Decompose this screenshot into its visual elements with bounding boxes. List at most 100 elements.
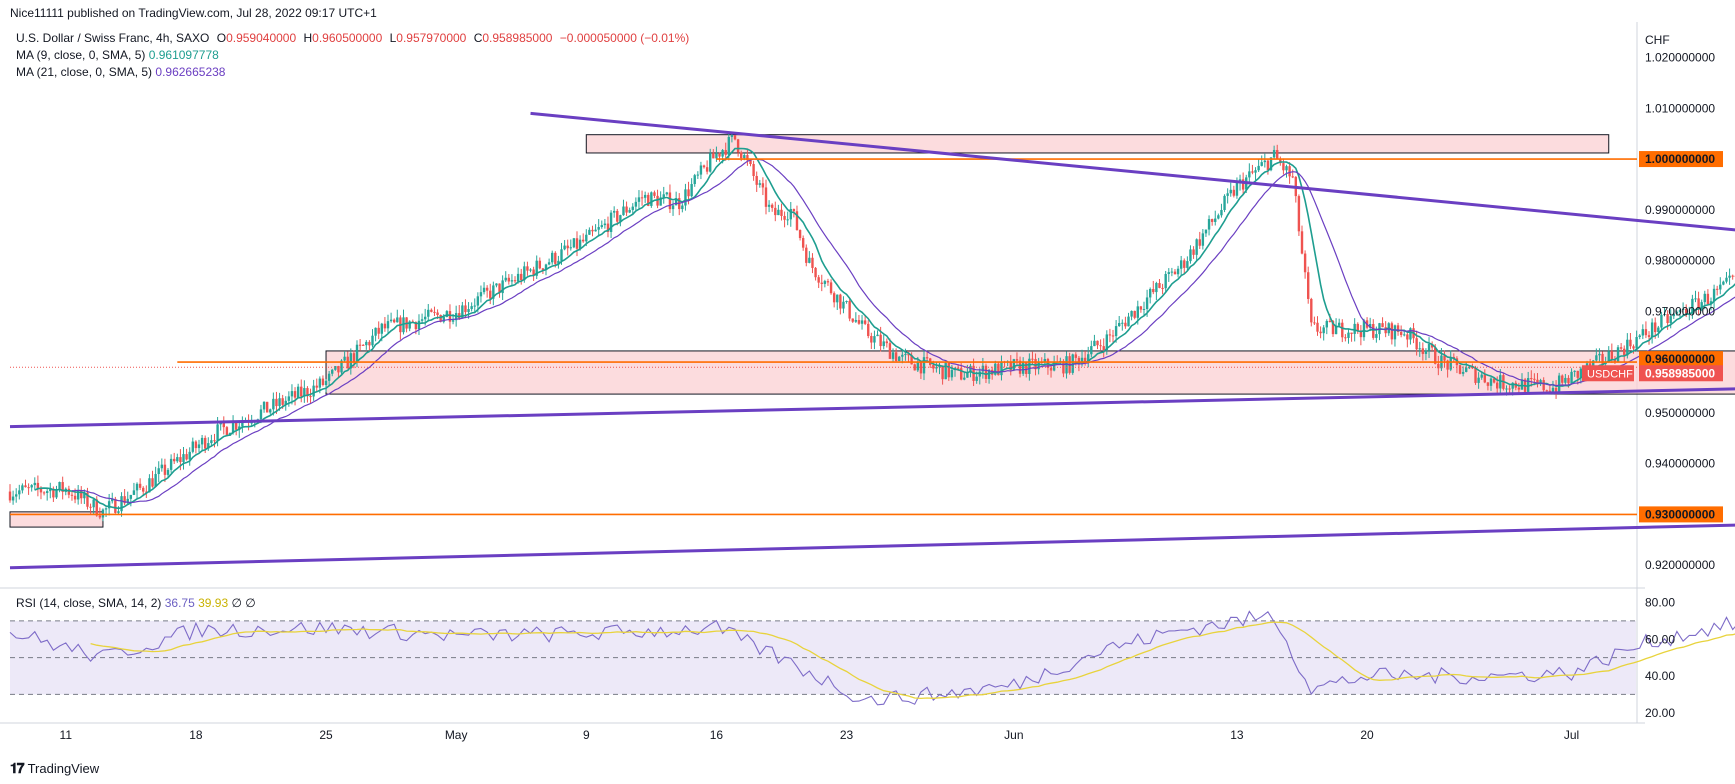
candle-body	[609, 212, 613, 232]
candle-body	[501, 280, 504, 294]
rsi-legend: RSI (14, close, SMA, 14, 2) 36.75 39.93 …	[16, 596, 256, 610]
candle-body	[383, 323, 387, 329]
candle-body	[1251, 171, 1254, 173]
candle-body	[520, 273, 523, 281]
candle-body	[1263, 160, 1267, 163]
candle-body	[826, 281, 830, 283]
level-tag-1-000: 1.000000000	[1645, 152, 1715, 166]
candle-body	[792, 208, 796, 212]
x-tick-label: 18	[189, 728, 203, 742]
candle-body	[578, 239, 582, 249]
candle-body	[123, 496, 126, 504]
candle-body	[49, 488, 52, 492]
candle-body	[296, 386, 300, 398]
candle-body	[1269, 157, 1273, 171]
candle-body	[126, 498, 129, 504]
candle-body	[479, 292, 483, 297]
y-tick-label: 0.920000000	[1645, 558, 1715, 572]
candle-body	[203, 437, 207, 449]
candle-body	[467, 309, 470, 313]
candle-body	[1108, 334, 1112, 336]
candle-body	[569, 247, 572, 249]
candle-body	[867, 323, 870, 337]
candle-body	[207, 443, 210, 449]
rsi-tick-label: 20.00	[1645, 706, 1675, 720]
x-tick-label: May	[445, 728, 468, 742]
candle-body	[1214, 218, 1217, 222]
candle-body	[1409, 328, 1412, 340]
candle-body	[755, 175, 758, 185]
candle-body	[1232, 189, 1236, 196]
candle-body	[396, 317, 399, 323]
candle-body	[901, 354, 904, 357]
candle-body	[808, 257, 811, 263]
candle-body	[321, 378, 325, 385]
candle-body	[994, 363, 997, 375]
candle-body	[879, 334, 882, 347]
candle-body	[956, 367, 960, 369]
candle-body	[423, 316, 427, 320]
candle-body	[11, 496, 15, 501]
candle-body	[1127, 316, 1130, 327]
candle-body	[733, 135, 737, 140]
candle-body	[1170, 271, 1174, 273]
candle-body	[107, 501, 111, 509]
candle-body	[541, 268, 545, 271]
candle-body	[563, 245, 566, 250]
candle-body	[1018, 360, 1022, 374]
candle-body	[58, 482, 61, 490]
candle-body	[1666, 313, 1669, 324]
candle-body	[662, 194, 665, 198]
low-value: 0.957970000	[396, 31, 467, 45]
candle-body	[786, 219, 789, 221]
candle-body	[1678, 310, 1682, 312]
candle-body	[1204, 229, 1208, 234]
rsi-ma-line	[90, 621, 1735, 700]
candle-body	[377, 327, 380, 334]
candle-body	[557, 260, 560, 264]
candle-body	[225, 427, 229, 436]
tradingview-logo-icon: 𝟏𝟕	[10, 760, 25, 776]
candle-body	[1341, 322, 1344, 338]
candle-body	[1192, 249, 1195, 255]
ascending-trendline-upper	[9, 387, 1735, 429]
candle-body	[1229, 189, 1232, 194]
candle-body	[489, 290, 492, 299]
candle-body	[1384, 327, 1387, 334]
candle-body	[1276, 149, 1279, 159]
rsi-value: 36.75	[164, 596, 195, 610]
candle-body	[327, 373, 331, 381]
candle-body	[21, 485, 24, 491]
candle-body	[1353, 323, 1356, 334]
candle-body	[216, 424, 219, 441]
candle-body	[355, 344, 359, 363]
candle-body	[482, 287, 486, 293]
candle-body	[18, 490, 21, 495]
candle-body	[907, 354, 910, 356]
candle-body	[1700, 302, 1703, 310]
candle-body	[523, 266, 526, 281]
candle-body	[1198, 239, 1201, 246]
candle-body	[823, 281, 827, 284]
candle-body	[997, 363, 1000, 376]
x-tick-label: Jul	[1564, 728, 1579, 742]
candle-body	[783, 215, 786, 220]
candle-body	[1623, 348, 1626, 356]
candle-body	[1715, 288, 1719, 290]
candle-body	[836, 294, 839, 303]
candle-body	[616, 210, 619, 222]
candle-body	[1090, 346, 1093, 355]
candle-body	[1334, 325, 1338, 335]
candle-body	[101, 509, 105, 518]
candle-body	[442, 316, 445, 322]
candle-body	[194, 441, 198, 449]
candle-body	[458, 313, 461, 319]
candle-body	[671, 205, 675, 210]
candle-body	[1675, 311, 1679, 314]
candle-body	[1031, 358, 1034, 360]
candle-body	[1037, 362, 1040, 370]
candle-body	[1359, 331, 1363, 338]
candle-body	[709, 153, 712, 172]
candle-body	[39, 488, 43, 493]
